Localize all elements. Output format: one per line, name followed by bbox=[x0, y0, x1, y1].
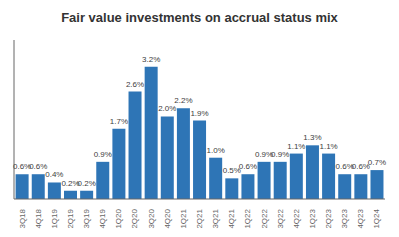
svg-text:4Q18: 4Q18 bbox=[34, 208, 43, 228]
svg-text:0.6%: 0.6% bbox=[13, 162, 32, 172]
svg-text:0.6%: 0.6% bbox=[351, 162, 370, 172]
svg-text:1Q23: 1Q23 bbox=[308, 208, 317, 228]
svg-text:1.1%: 1.1% bbox=[319, 142, 337, 151]
svg-text:3Q21: 3Q21 bbox=[211, 208, 220, 228]
svg-text:0.6%: 0.6% bbox=[29, 162, 48, 172]
svg-text:1.9%: 1.9% bbox=[190, 109, 208, 118]
svg-text:2.0%: 2.0% bbox=[158, 104, 176, 113]
svg-text:0.5%: 0.5% bbox=[222, 166, 241, 176]
svg-text:0.2%: 0.2% bbox=[61, 178, 80, 188]
svg-text:3Q23: 3Q23 bbox=[340, 208, 349, 228]
html-text:Fair value investments on accr: Fair value investments on accrual status… bbox=[61, 10, 338, 25]
svg-text:0.9%: 0.9% bbox=[255, 149, 274, 159]
svg-text:1Q22: 1Q22 bbox=[243, 208, 252, 228]
svg-text:4Q20: 4Q20 bbox=[163, 208, 172, 228]
svg-text:2.2%: 2.2% bbox=[174, 96, 192, 105]
svg-text:0.9%: 0.9% bbox=[271, 150, 289, 159]
svg-text:1.0%: 1.0% bbox=[207, 146, 225, 155]
svg-text:0.2%: 0.2% bbox=[78, 179, 96, 188]
svg-text:3Q20: 3Q20 bbox=[147, 208, 156, 228]
svg-text:1.1%: 1.1% bbox=[287, 142, 305, 151]
svg-text:1Q19: 1Q19 bbox=[50, 208, 59, 228]
svg-text:0.9%: 0.9% bbox=[94, 150, 112, 159]
svg-text:0.6%: 0.6% bbox=[239, 162, 257, 171]
svg-text:3Q22: 3Q22 bbox=[276, 208, 285, 228]
svg-text:2Q22: 2Q22 bbox=[260, 208, 269, 228]
svg-text:0.7%: 0.7% bbox=[368, 158, 386, 167]
svg-text:3Q18: 3Q18 bbox=[18, 208, 27, 228]
svg-text:3Q19: 3Q19 bbox=[82, 208, 91, 228]
svg-text:4Q21: 4Q21 bbox=[227, 208, 236, 228]
svg-text:4Q19: 4Q19 bbox=[98, 208, 107, 228]
svg-text:0.6%: 0.6% bbox=[335, 162, 354, 172]
svg-text:2Q23: 2Q23 bbox=[324, 208, 333, 228]
svg-text:2Q21: 2Q21 bbox=[195, 208, 204, 228]
svg-text:1.3%: 1.3% bbox=[303, 133, 322, 143]
svg-text:1.7%: 1.7% bbox=[110, 117, 128, 126]
svg-text:4Q23: 4Q23 bbox=[356, 208, 365, 228]
svg-text:1Q20: 1Q20 bbox=[114, 208, 123, 228]
svg-text:0.4%: 0.4% bbox=[45, 170, 64, 180]
svg-text:2Q19: 2Q19 bbox=[66, 208, 75, 228]
svg-text:2Q20: 2Q20 bbox=[130, 208, 139, 228]
svg-text:3.2%: 3.2% bbox=[142, 55, 160, 64]
svg-text:4Q22: 4Q22 bbox=[292, 208, 301, 228]
svg-text:1Q24: 1Q24 bbox=[372, 208, 381, 228]
svg-text:2.6%: 2.6% bbox=[126, 80, 144, 89]
svg-text:1Q21: 1Q21 bbox=[179, 208, 188, 228]
